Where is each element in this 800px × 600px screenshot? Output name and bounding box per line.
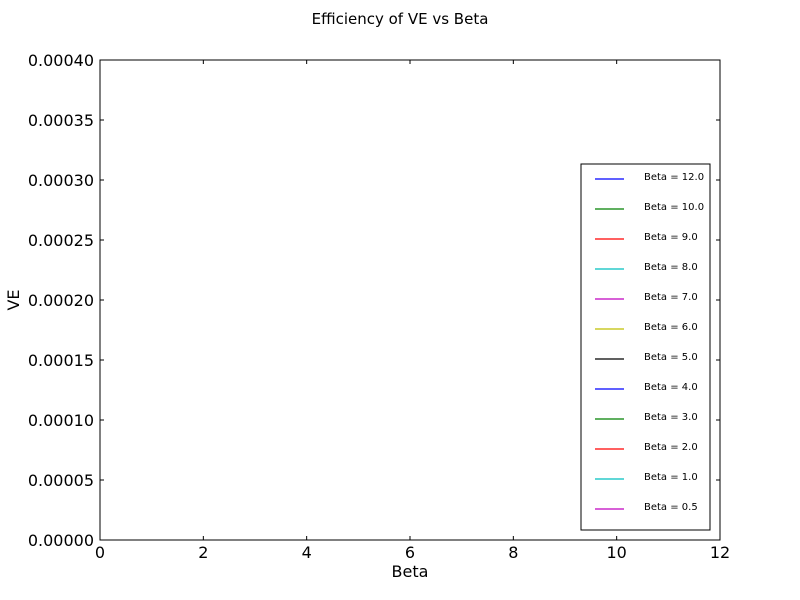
x-tick-label: 2 (198, 543, 208, 562)
legend-label: Beta = 0.5 (644, 502, 698, 513)
y-axis-label: VE (4, 289, 23, 310)
y-tick-label: 0.00020 (28, 291, 94, 310)
chart-title: Efficiency of VE vs Beta (312, 10, 489, 28)
y-axis: 0.00000 0.00005 0.00010 0.00015 0.00020 0.000… (28, 51, 720, 550)
legend-item: Beta = 9.0 (595, 232, 698, 243)
y-tick-label: 0.00015 (28, 351, 94, 370)
legend-label: Beta = 9.0 (644, 232, 698, 243)
legend-item: Beta = 7.0 (595, 292, 698, 303)
x-axis-label: Beta (392, 562, 429, 581)
legend-label: Beta = 1.0 (644, 472, 698, 483)
legend-item: Beta = 1.0 (595, 472, 698, 483)
legend-box (580, 163, 711, 531)
x-tick-label: 4 (302, 543, 312, 562)
y-tick-label: 0.00010 (28, 411, 94, 430)
legend-item: Beta = 5.0 (595, 352, 698, 363)
x-tick-label: 6 (405, 543, 415, 562)
legend-label: Beta = 4.0 (644, 382, 698, 393)
x-tick-label: 12 (710, 543, 730, 562)
legend-item: Beta = 8.0 (595, 262, 698, 273)
legend-item: Beta = 10.0 (595, 202, 704, 213)
legend-label: Beta = 2.0 (644, 442, 698, 453)
legend-item: Beta = 4.0 (595, 382, 698, 393)
y-tick-label: 0.00000 (28, 531, 94, 550)
y-tick-label: 0.00005 (28, 471, 94, 490)
x-tick-label: 0 (95, 543, 105, 562)
y-tick-label: 0.00025 (28, 231, 94, 250)
legend-item: Beta = 2.0 (595, 442, 698, 453)
legend-label: Beta = 10.0 (644, 202, 704, 213)
y-tick-label: 0.00030 (28, 171, 94, 190)
legend-item: Beta = 6.0 (595, 322, 698, 333)
x-tick-label: 8 (508, 543, 518, 562)
legend-label: Beta = 7.0 (644, 292, 698, 303)
legend-item: Beta = 12.0 (595, 172, 704, 183)
legend-label: Beta = 3.0 (644, 412, 698, 423)
legend: Beta = 12.0 Beta = 10.0 Beta = 9.0 Beta = 8… (580, 163, 711, 531)
legend-label: Beta = 5.0 (644, 352, 698, 363)
x-axis: 0 2 4 6 8 10 12 (95, 60, 730, 562)
x-tick-label: 10 (606, 543, 626, 562)
legend-label: Beta = 6.0 (644, 322, 698, 333)
y-tick-label: 0.00040 (28, 51, 94, 70)
legend-label: Beta = 8.0 (644, 262, 698, 273)
legend-item: Beta = 3.0 (595, 412, 698, 423)
legend-item: Beta = 0.5 (595, 502, 698, 513)
legend-label: Beta = 12.0 (644, 172, 704, 183)
y-tick-label: 0.00035 (28, 111, 94, 130)
